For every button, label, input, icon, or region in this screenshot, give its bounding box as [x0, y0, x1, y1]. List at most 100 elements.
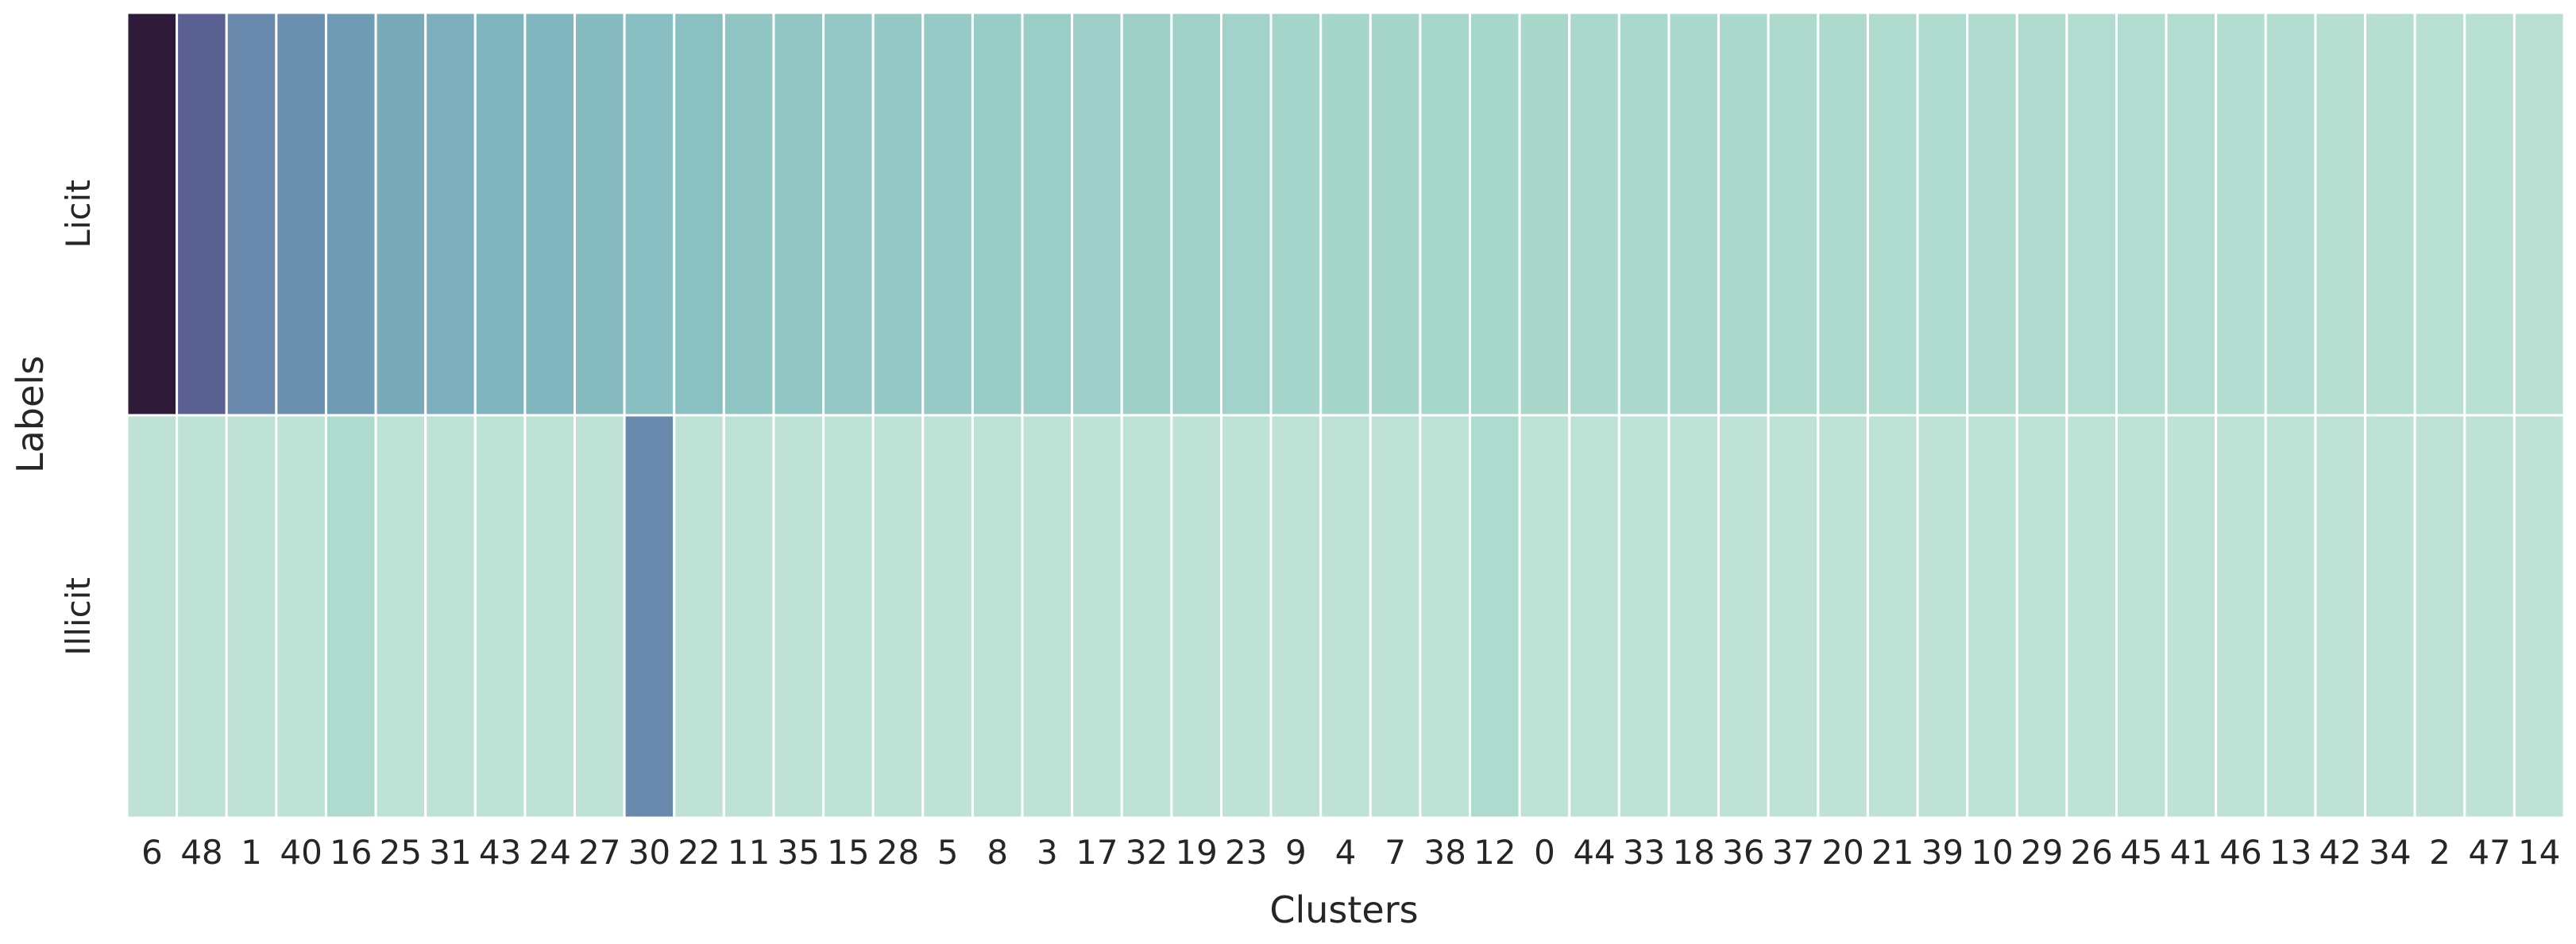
heatmap-cell-licit-33 — [1617, 11, 1670, 417]
x-tick-label: 39 — [1921, 833, 1964, 872]
heatmap-cell-illicit-8 — [971, 414, 1024, 819]
heatmap-cell-illicit-47 — [2463, 414, 2516, 819]
x-tick-label: 45 — [2120, 833, 2162, 872]
heatmap-cell-licit-48 — [176, 11, 228, 417]
heatmap-cell-illicit-35 — [772, 414, 825, 819]
heatmap-cell-licit-15 — [822, 11, 875, 417]
heatmap-cell-illicit-33 — [1617, 414, 1670, 819]
x-tick-label: 44 — [1573, 833, 1615, 872]
heatmap-cell-illicit-3 — [1021, 414, 1074, 819]
x-tick-label: 29 — [2021, 833, 2063, 872]
heatmap-cell-illicit-14 — [2512, 414, 2566, 819]
heatmap-cell-licit-0 — [1518, 11, 1571, 417]
heatmap-cell-licit-25 — [374, 11, 427, 417]
heatmap-cell-licit-34 — [2364, 11, 2416, 417]
heatmap-cell-illicit-11 — [722, 414, 775, 819]
heatmap-cell-illicit-34 — [2364, 414, 2416, 819]
heatmap-cell-licit-17 — [1071, 11, 1123, 417]
x-tick-label: 5 — [937, 833, 959, 872]
heatmap-cell-licit-42 — [2314, 11, 2367, 417]
heatmap-cell-illicit-40 — [275, 414, 327, 819]
x-tick-label: 22 — [678, 833, 720, 872]
heatmap-cell-licit-18 — [1667, 11, 1721, 417]
heatmap-cell-illicit-9 — [1269, 414, 1323, 819]
heatmap-cell-licit-39 — [1916, 11, 1969, 417]
heatmap-cell-illicit-43 — [473, 414, 527, 819]
y-axis-title: Labels — [9, 356, 52, 473]
heatmap-cell-licit-40 — [275, 11, 327, 417]
x-tick-label: 17 — [1076, 833, 1118, 872]
heatmap-cell-licit-46 — [2215, 11, 2267, 417]
heatmap-cell-illicit-23 — [1219, 414, 1273, 819]
x-tick-label: 19 — [1175, 833, 1217, 872]
heatmap-cell-licit-27 — [574, 11, 626, 417]
x-tick-label: 14 — [2518, 833, 2560, 872]
heatmap-cell-illicit-37 — [1767, 414, 1820, 819]
heatmap-cell-licit-23 — [1219, 11, 1273, 417]
heatmap-cell-licit-9 — [1269, 11, 1323, 417]
heatmap-cell-illicit-19 — [1170, 414, 1222, 819]
heatmap-cell-illicit-45 — [2114, 414, 2168, 819]
heatmap-cell-licit-14 — [2512, 11, 2566, 417]
x-tick-label: 47 — [2468, 833, 2510, 872]
heatmap-cell-licit-13 — [2264, 11, 2317, 417]
x-tick-label: 33 — [1623, 833, 1665, 872]
x-tick-label: 31 — [429, 833, 471, 872]
heatmap-cell-illicit-44 — [1568, 414, 1620, 819]
heatmap-cell-illicit-39 — [1916, 414, 1969, 819]
x-tick-label: 18 — [1673, 833, 1715, 872]
x-tick-label: 48 — [180, 833, 222, 872]
heatmap-cell-licit-35 — [772, 11, 825, 417]
heatmap-cell-illicit-29 — [2015, 414, 2068, 819]
x-tick-label: 43 — [479, 833, 521, 872]
x-tick-label: 24 — [528, 833, 570, 872]
heatmap-cell-illicit-0 — [1518, 414, 1571, 819]
heatmap-cell-licit-10 — [1966, 11, 2018, 417]
heatmap-cell-licit-1 — [225, 11, 278, 417]
heatmap-cell-licit-3 — [1021, 11, 1074, 417]
x-tick-label: 28 — [877, 833, 919, 872]
heatmap-cell-illicit-36 — [1717, 414, 1770, 819]
x-tick-label: 0 — [1534, 833, 1555, 872]
heatmap-cell-illicit-46 — [2215, 414, 2267, 819]
heatmap-cell-illicit-21 — [1866, 414, 1919, 819]
x-tick-label: 35 — [778, 833, 820, 872]
heatmap-cell-illicit-24 — [523, 414, 577, 819]
heatmap-cell-licit-31 — [424, 11, 477, 417]
heatmap-cell-illicit-6 — [126, 414, 179, 819]
x-tick-label: 1 — [241, 833, 262, 872]
y-tick-label: Illicit — [59, 577, 98, 656]
heatmap-cell-licit-44 — [1568, 11, 1620, 417]
x-tick-label: 9 — [1285, 833, 1307, 872]
heatmap-cell-illicit-25 — [374, 414, 427, 819]
heatmap-cell-illicit-31 — [424, 414, 477, 819]
x-tick-label: 11 — [728, 833, 770, 872]
heatmap-cell-illicit-26 — [2065, 414, 2118, 819]
heatmap-cell-illicit-22 — [673, 414, 725, 819]
heatmap-cell-illicit-32 — [1120, 414, 1173, 819]
heatmap-cell-licit-22 — [673, 11, 725, 417]
x-tick-label: 34 — [2369, 833, 2411, 872]
heatmap-cell-illicit-42 — [2314, 414, 2367, 819]
heatmap-cell-licit-26 — [2065, 11, 2118, 417]
heatmap-cell-illicit-15 — [822, 414, 875, 819]
x-tick-label: 16 — [330, 833, 372, 872]
x-tick-label: 36 — [1722, 833, 1764, 872]
heatmap-cell-licit-24 — [523, 11, 577, 417]
x-tick-label: 7 — [1385, 833, 1406, 872]
y-tick-labels: Licit Illicit — [59, 179, 98, 655]
heatmap-cell-licit-47 — [2463, 11, 2516, 417]
heatmap-cell-licit-41 — [2165, 11, 2218, 417]
x-tick-label: 37 — [1772, 833, 1814, 872]
x-tick-label: 15 — [827, 833, 869, 872]
heatmap-cell-licit-11 — [722, 11, 775, 417]
heatmap-cell-illicit-5 — [921, 414, 974, 819]
x-tick-label: 20 — [1821, 833, 1863, 872]
heatmap-cell-licit-45 — [2114, 11, 2168, 417]
heatmap-cell-licit-2 — [2413, 11, 2466, 417]
heatmap-cell-licit-21 — [1866, 11, 1919, 417]
heatmap-cell-licit-6 — [126, 11, 179, 417]
heatmap-cell-illicit-4 — [1319, 414, 1372, 819]
x-tick-label: 26 — [2070, 833, 2112, 872]
heatmap-cell-illicit-12 — [1469, 414, 1521, 819]
